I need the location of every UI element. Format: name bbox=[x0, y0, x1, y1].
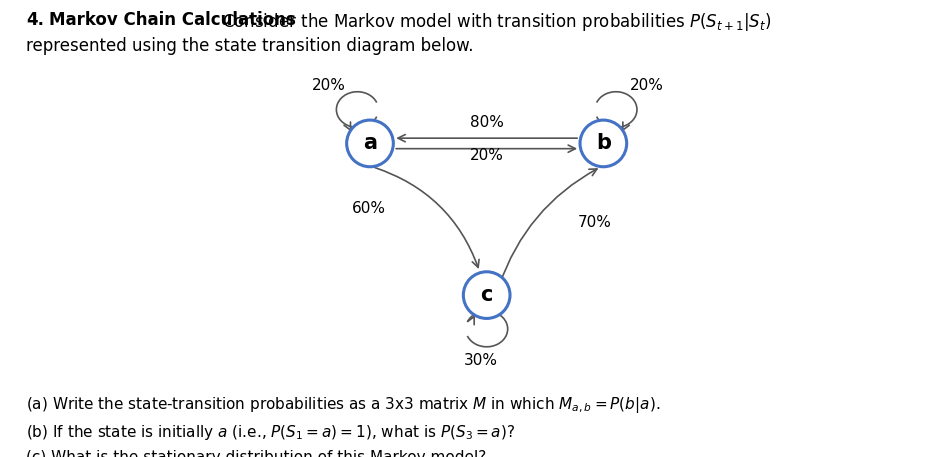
Text: 20%: 20% bbox=[629, 78, 663, 93]
Text: 60%: 60% bbox=[352, 202, 386, 217]
Text: 30%: 30% bbox=[464, 353, 497, 368]
Text: Markov Chain Calculations: Markov Chain Calculations bbox=[49, 11, 295, 29]
Circle shape bbox=[580, 120, 626, 167]
Text: a: a bbox=[362, 133, 377, 154]
Text: 70%: 70% bbox=[577, 215, 611, 230]
Text: (c) What is the stationary distribution of this Markov model?: (c) What is the stationary distribution … bbox=[26, 450, 486, 457]
Text: represented using the state transition diagram below.: represented using the state transition d… bbox=[26, 37, 474, 54]
Text: 4.: 4. bbox=[26, 11, 44, 29]
Text: (a) Write the state-transition probabilities as a 3x3 matrix $M$ in which $M_{a,: (a) Write the state-transition probabili… bbox=[26, 395, 660, 415]
Text: 80%: 80% bbox=[469, 115, 503, 129]
Circle shape bbox=[463, 272, 510, 319]
Text: 20%: 20% bbox=[469, 149, 503, 163]
Text: 20%: 20% bbox=[312, 78, 346, 93]
Text: Consider the Markov model with transition probabilities $P(S_{t+1}|S_t)$: Consider the Markov model with transitio… bbox=[222, 11, 771, 33]
Text: c: c bbox=[480, 285, 493, 305]
Text: (b) If the state is initially $a$ (i.e., $P(S_1 = a) = 1$), what is $P(S_3 = a)$: (b) If the state is initially $a$ (i.e.,… bbox=[26, 423, 515, 442]
Text: b: b bbox=[596, 133, 610, 154]
Circle shape bbox=[346, 120, 393, 167]
